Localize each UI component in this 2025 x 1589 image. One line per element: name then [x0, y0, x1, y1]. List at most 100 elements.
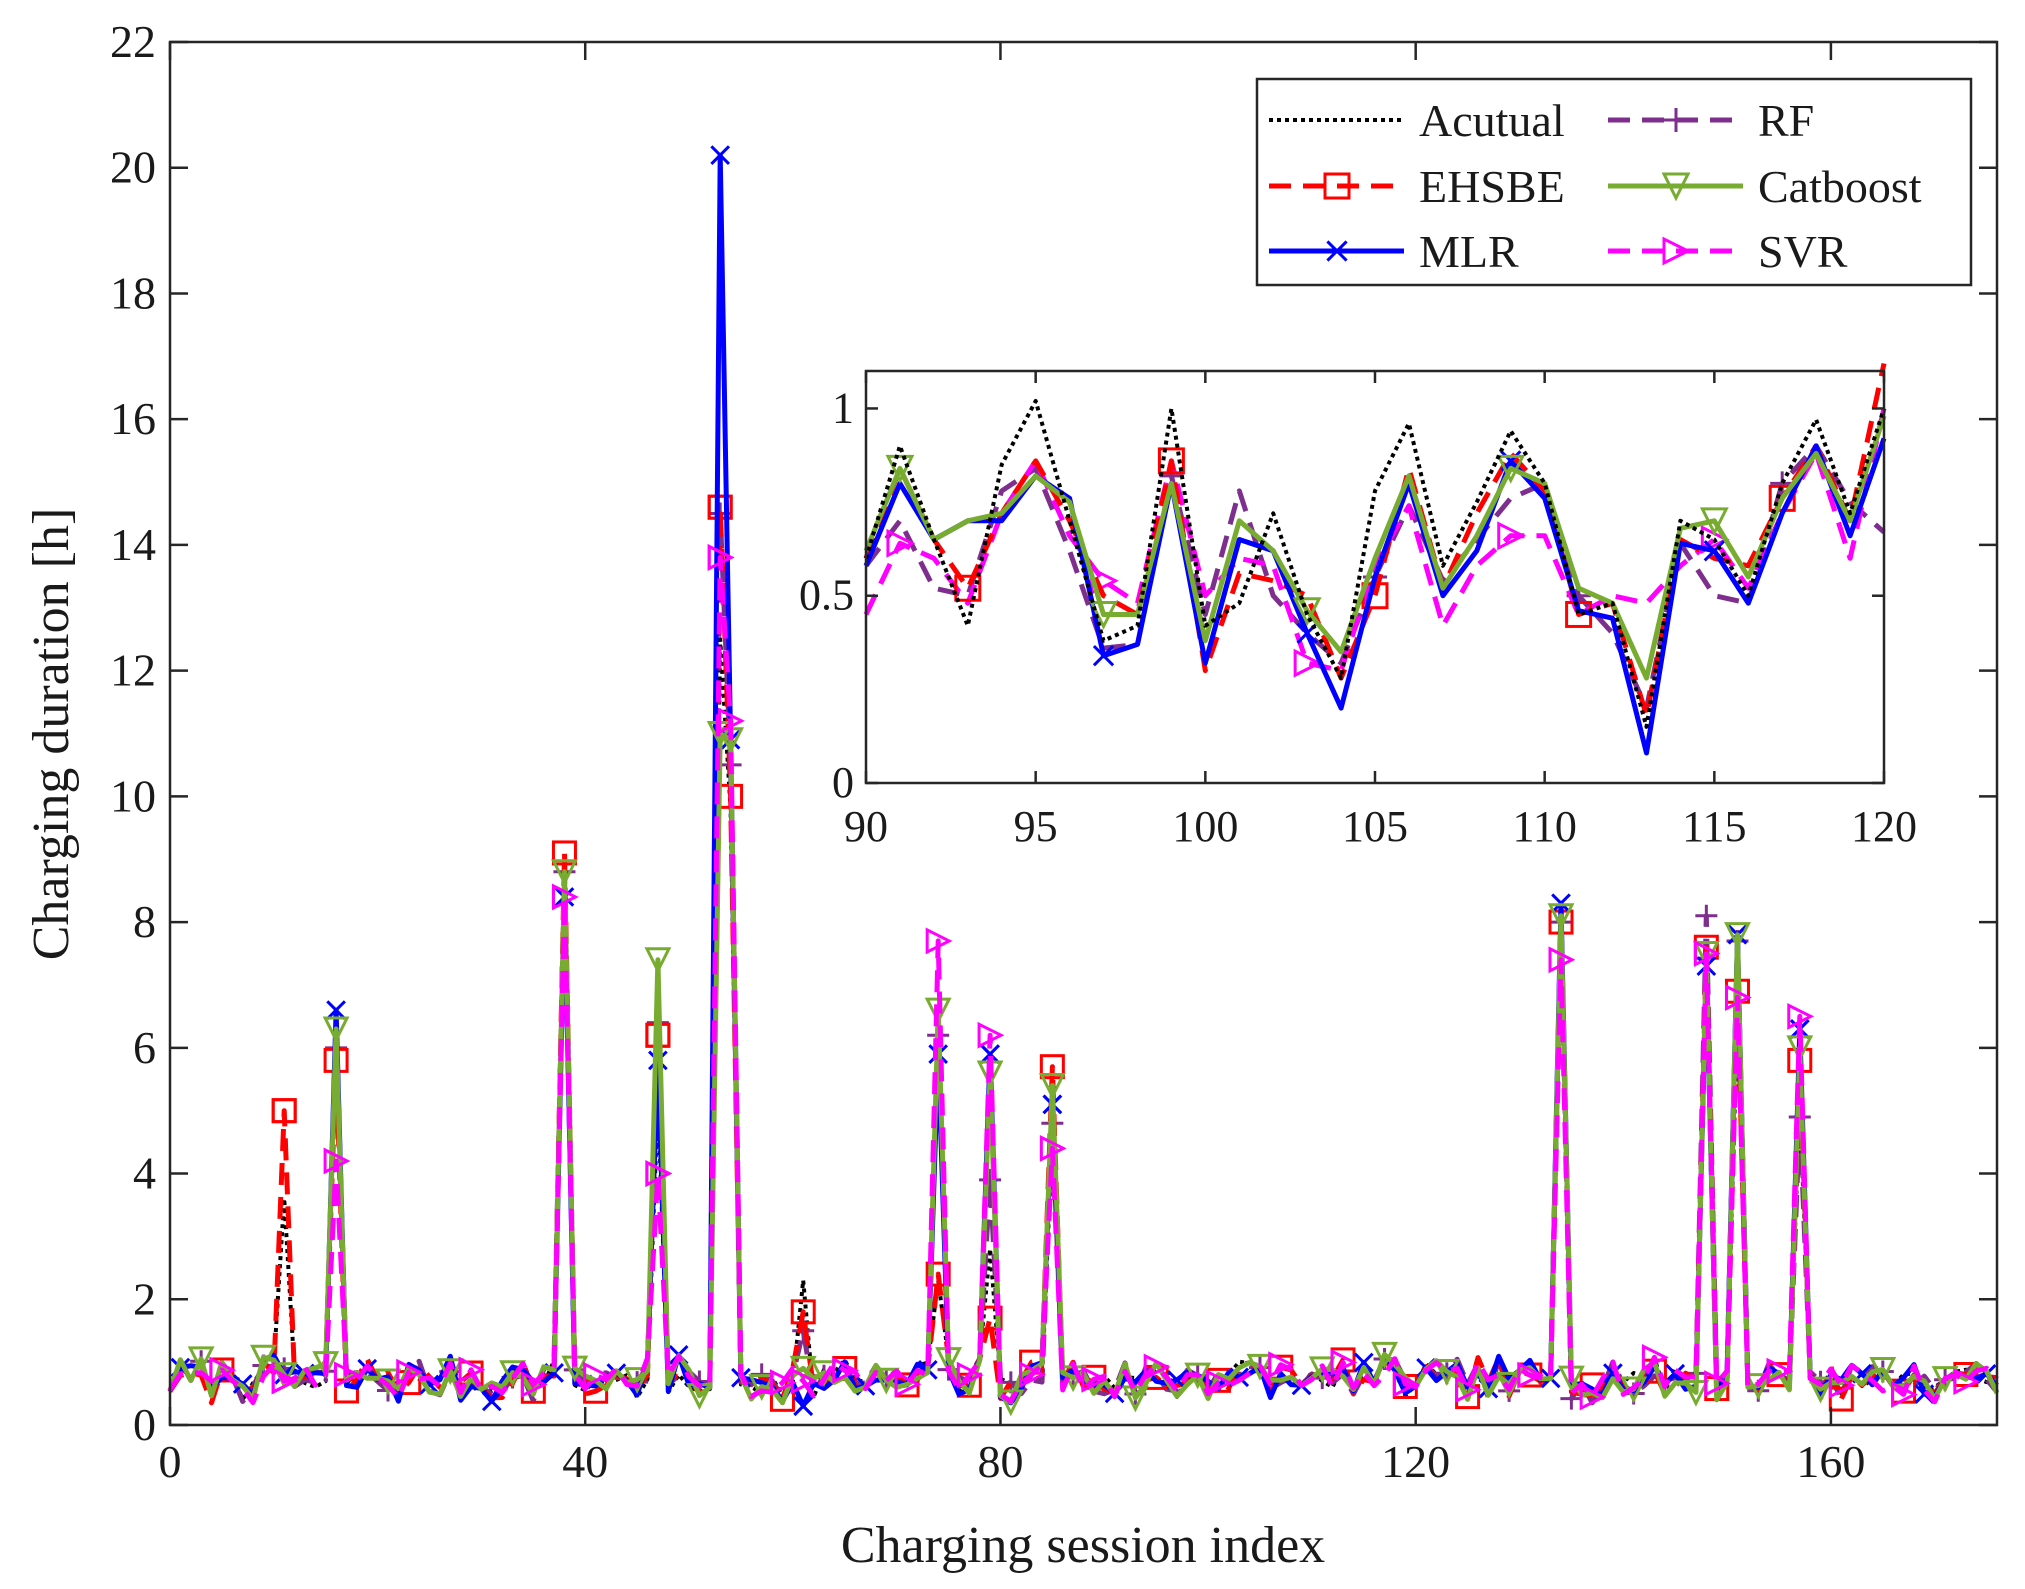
inset-y-tick-label: 1	[832, 383, 854, 432]
peak-marker-catboost	[270, 1362, 298, 1390]
peak-marker-ehsbe	[1039, 1054, 1065, 1080]
peak-marker-catboost	[322, 1016, 350, 1044]
peak-marker-svr	[1724, 984, 1752, 1011]
point-marker-svr	[1953, 1368, 1981, 1396]
inset-marker-ehsbe	[954, 574, 982, 602]
point-marker-svr	[1766, 1357, 1794, 1385]
inset-x-axis: 90 95 100 105 110 115 120	[844, 371, 1917, 851]
point-marker-catboost	[1246, 1353, 1274, 1381]
y-tick-label: 0	[133, 1399, 156, 1450]
peak-marker-ehsbe	[707, 494, 733, 520]
y-tick-label: 14	[110, 519, 156, 570]
point-marker-svr	[1081, 1365, 1109, 1393]
point-marker-catboost	[1744, 1373, 1772, 1400]
inset-marker-svr	[1497, 521, 1527, 551]
point-marker-catboost	[187, 1346, 215, 1374]
inset-y-tick-label: 0.5	[799, 571, 854, 620]
legend-item-mlr: MLR	[1269, 226, 1519, 277]
y-tick-label: 22	[110, 16, 156, 67]
legend-label: EHSBE	[1419, 161, 1565, 212]
point-marker-catboost	[1682, 1379, 1710, 1407]
x-tick-label: 40	[562, 1436, 608, 1487]
peak-marker-ehsbe	[551, 840, 577, 866]
point-marker-svr	[583, 1361, 610, 1389]
legend-marker-catboost	[1661, 172, 1691, 202]
inset-marker-svr	[886, 528, 916, 558]
legend-label: Catboost	[1758, 161, 1922, 212]
legend-label: SVR	[1758, 226, 1848, 277]
point-marker-catboost	[1869, 1357, 1897, 1384]
y-axis-label: Charging duration [h]	[23, 508, 80, 961]
legend-item-ehsbe: EHSBE	[1269, 161, 1565, 212]
y-tick-label: 6	[133, 1022, 156, 1073]
point-marker-svr	[832, 1357, 860, 1384]
x-tick-label: 0	[159, 1436, 182, 1487]
inset-marker-ehsbe	[1157, 447, 1185, 475]
point-marker-svr	[1143, 1353, 1171, 1381]
peak-marker-catboost	[1547, 903, 1575, 931]
point-marker-svr	[1579, 1383, 1607, 1411]
point-marker-svr	[1704, 1370, 1732, 1397]
x-tick-label: 160	[1796, 1436, 1865, 1487]
point-marker-catboost	[249, 1344, 277, 1372]
inset-plot: 00.51 90 95 100 105 110 115 120	[799, 362, 1917, 851]
x-axis-label: Charging session index	[841, 1517, 1325, 1574]
inset-marker-svr	[1293, 648, 1323, 678]
inset-series-line-ehsbe	[863, 362, 1887, 719]
peak-marker-svr	[925, 927, 953, 955]
y-tick-label: 8	[133, 896, 156, 947]
peak-marker-svr	[718, 707, 745, 735]
inset-x-tick-label: 120	[1851, 802, 1917, 851]
peak-marker-catboost	[551, 859, 578, 887]
point-marker-catboost	[312, 1351, 340, 1379]
y-tick-label: 16	[110, 393, 156, 444]
peak-marker-rf	[979, 1168, 1002, 1191]
inset-marker-catboost	[1292, 597, 1322, 627]
peak-marker-svr	[1693, 940, 1721, 967]
peak-marker-catboost	[1692, 941, 1720, 968]
peak-marker-catboost	[1724, 922, 1751, 950]
peak-marker-svr	[271, 1367, 299, 1395]
point-marker-catboost	[1371, 1341, 1398, 1369]
inset-x-tick-label: 115	[1682, 802, 1746, 851]
point-marker-svr	[520, 1371, 548, 1398]
point-marker-svr	[1455, 1376, 1482, 1404]
legend-label: MLR	[1419, 226, 1519, 277]
point-marker-svr	[1205, 1369, 1233, 1397]
y-tick-label: 18	[110, 267, 156, 318]
inset-marker-catboost	[1699, 507, 1729, 537]
inset-marker-catboost	[885, 454, 915, 484]
point-marker-catboost	[1308, 1356, 1336, 1384]
point-marker-mlr	[1665, 1363, 1686, 1384]
legend-items: Acutual RF EHSBE Catboost MLR SVR	[1269, 95, 1922, 277]
inset-x-tick-label: 90	[844, 802, 888, 851]
inset-series-line-svr	[863, 407, 1887, 674]
peak-marker-svr	[1787, 1002, 1815, 1030]
point-marker-svr	[894, 1370, 922, 1398]
legend-marker-svr	[1662, 236, 1692, 266]
inset-series-line-rf	[864, 443, 1886, 711]
peak-marker-mlr	[980, 1044, 1000, 1064]
main-plot-frame	[168, 40, 1999, 1427]
peak-marker-ehsbe	[790, 1299, 816, 1325]
y-tick-label: 20	[110, 142, 156, 193]
inset-x-tick-label: 95	[1014, 802, 1058, 851]
point-marker-svr	[1330, 1348, 1358, 1376]
inset-marker-mlr	[1092, 644, 1115, 667]
point-marker-svr	[458, 1356, 486, 1384]
point-marker-svr	[1268, 1351, 1296, 1379]
point-marker-svr	[1891, 1381, 1918, 1408]
point-marker-ehsbe	[1828, 1386, 1854, 1412]
legend: Acutual RF EHSBE Catboost MLR SVR	[1255, 77, 1973, 287]
peak-marker-svr	[790, 1367, 818, 1395]
y-tick-label: 12	[110, 645, 156, 696]
peak-marker-catboost	[1038, 1073, 1066, 1100]
point-marker-svr	[333, 1361, 361, 1389]
inset-marker-catboost	[1496, 454, 1526, 484]
inset-y-axis: 00.51	[799, 383, 1884, 807]
peak-marker-catboost	[789, 1355, 817, 1383]
legend-item-catboost: Catboost	[1608, 161, 1922, 212]
